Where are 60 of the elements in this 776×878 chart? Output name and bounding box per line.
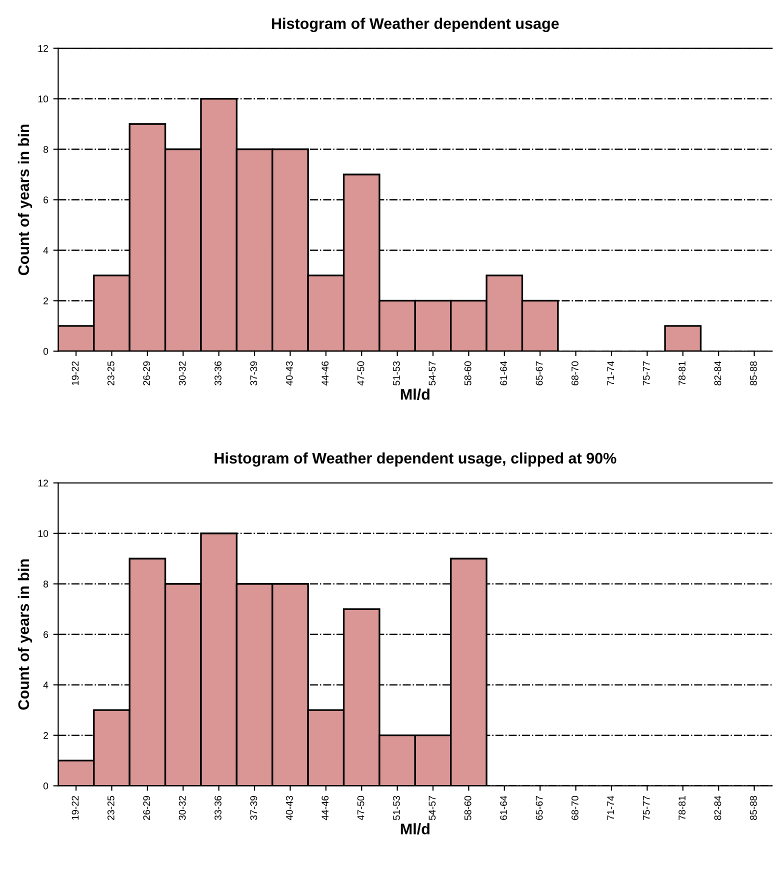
- y-tick-label: 0: [43, 348, 48, 355]
- x-tick-label: 71-74: [607, 796, 614, 820]
- x-tick-label: 82-84: [714, 361, 722, 386]
- x-tick-label: 37-39: [250, 361, 258, 386]
- x-tick-label: 40-43: [286, 361, 293, 386]
- x-tick-label: 26-29: [143, 361, 150, 386]
- chart-title: Histogram of Weather dependent usage, clipped at 90%: [214, 452, 616, 467]
- x-tick-label: 30-32: [178, 796, 186, 820]
- y-tick-label: 10: [38, 530, 48, 538]
- x-axis-title: Ml/d: [400, 388, 430, 400]
- y-tick-label: 6: [44, 631, 48, 638]
- y-tick-label: 2: [44, 732, 48, 739]
- y-tick-label: 4: [43, 682, 48, 688]
- x-tick-label: 85-88: [750, 796, 757, 820]
- x-tick-label: 75-77: [643, 361, 650, 386]
- x-tick-label: 54-57: [428, 361, 436, 386]
- y-tick-label: 12: [38, 480, 48, 486]
- y-tick-label: 10: [38, 96, 48, 102]
- x-tick-label: 78-81: [678, 796, 686, 820]
- x-tick-label: 51-53: [393, 796, 400, 820]
- x-tick-label: 37-39: [250, 796, 258, 820]
- y-tick-label: 0: [43, 782, 48, 790]
- x-tick-label: 75-77: [643, 796, 650, 820]
- x-tick-label: 82-84: [714, 796, 722, 820]
- y-tick-label: 8: [43, 580, 48, 588]
- chart-title: Histogram of Weather dependent usage: [272, 18, 559, 32]
- y-tick-label: 2: [44, 297, 48, 304]
- y-axis-title: Count of years in bin: [18, 124, 32, 276]
- x-tick-label: 68-70: [572, 796, 578, 820]
- x-tick-label: 30-32: [178, 361, 186, 386]
- x-tick-label: 58-60: [464, 361, 472, 386]
- x-tick-label: 47-50: [357, 361, 364, 386]
- y-tick-label: 4: [43, 247, 48, 254]
- x-tick-label: 54-57: [428, 796, 436, 820]
- x-tick-label: 51-53: [393, 361, 400, 386]
- x-tick-label: 71-74: [607, 361, 614, 386]
- y-tick-label: 6: [44, 196, 48, 204]
- x-tick-label: 33-36: [214, 361, 222, 386]
- x-tick-label: 33-36: [214, 796, 222, 820]
- x-tick-label: 68-70: [572, 361, 578, 386]
- x-tick-label: 61-64: [500, 361, 508, 386]
- x-tick-label: 78-81: [678, 361, 686, 386]
- x-axis-title: Ml/d: [400, 823, 430, 835]
- x-tick-label: 40-43: [286, 796, 293, 820]
- x-tick-label: 47-50: [357, 796, 364, 820]
- x-tick-label: 44-46: [322, 796, 329, 820]
- x-tick-label: 23-25: [107, 796, 114, 820]
- y-tick-label: 12: [38, 45, 48, 52]
- x-tick-label: 23-25: [107, 361, 114, 386]
- x-tick-label: 26-29: [143, 796, 150, 820]
- x-tick-label: 44-46: [322, 361, 329, 386]
- y-tick-label: 8: [43, 146, 48, 153]
- x-tick-label: 19-22: [72, 361, 79, 386]
- y-axis-title: Count of years in bin: [18, 559, 32, 710]
- x-tick-label: 58-60: [464, 796, 472, 820]
- x-tick-label: 65-67: [536, 796, 543, 820]
- x-tick-label: 85-88: [750, 361, 757, 386]
- x-tick-label: 19-22: [72, 796, 79, 820]
- x-tick-label: 61-64: [500, 796, 508, 820]
- x-tick-label: 65-67: [536, 361, 543, 386]
